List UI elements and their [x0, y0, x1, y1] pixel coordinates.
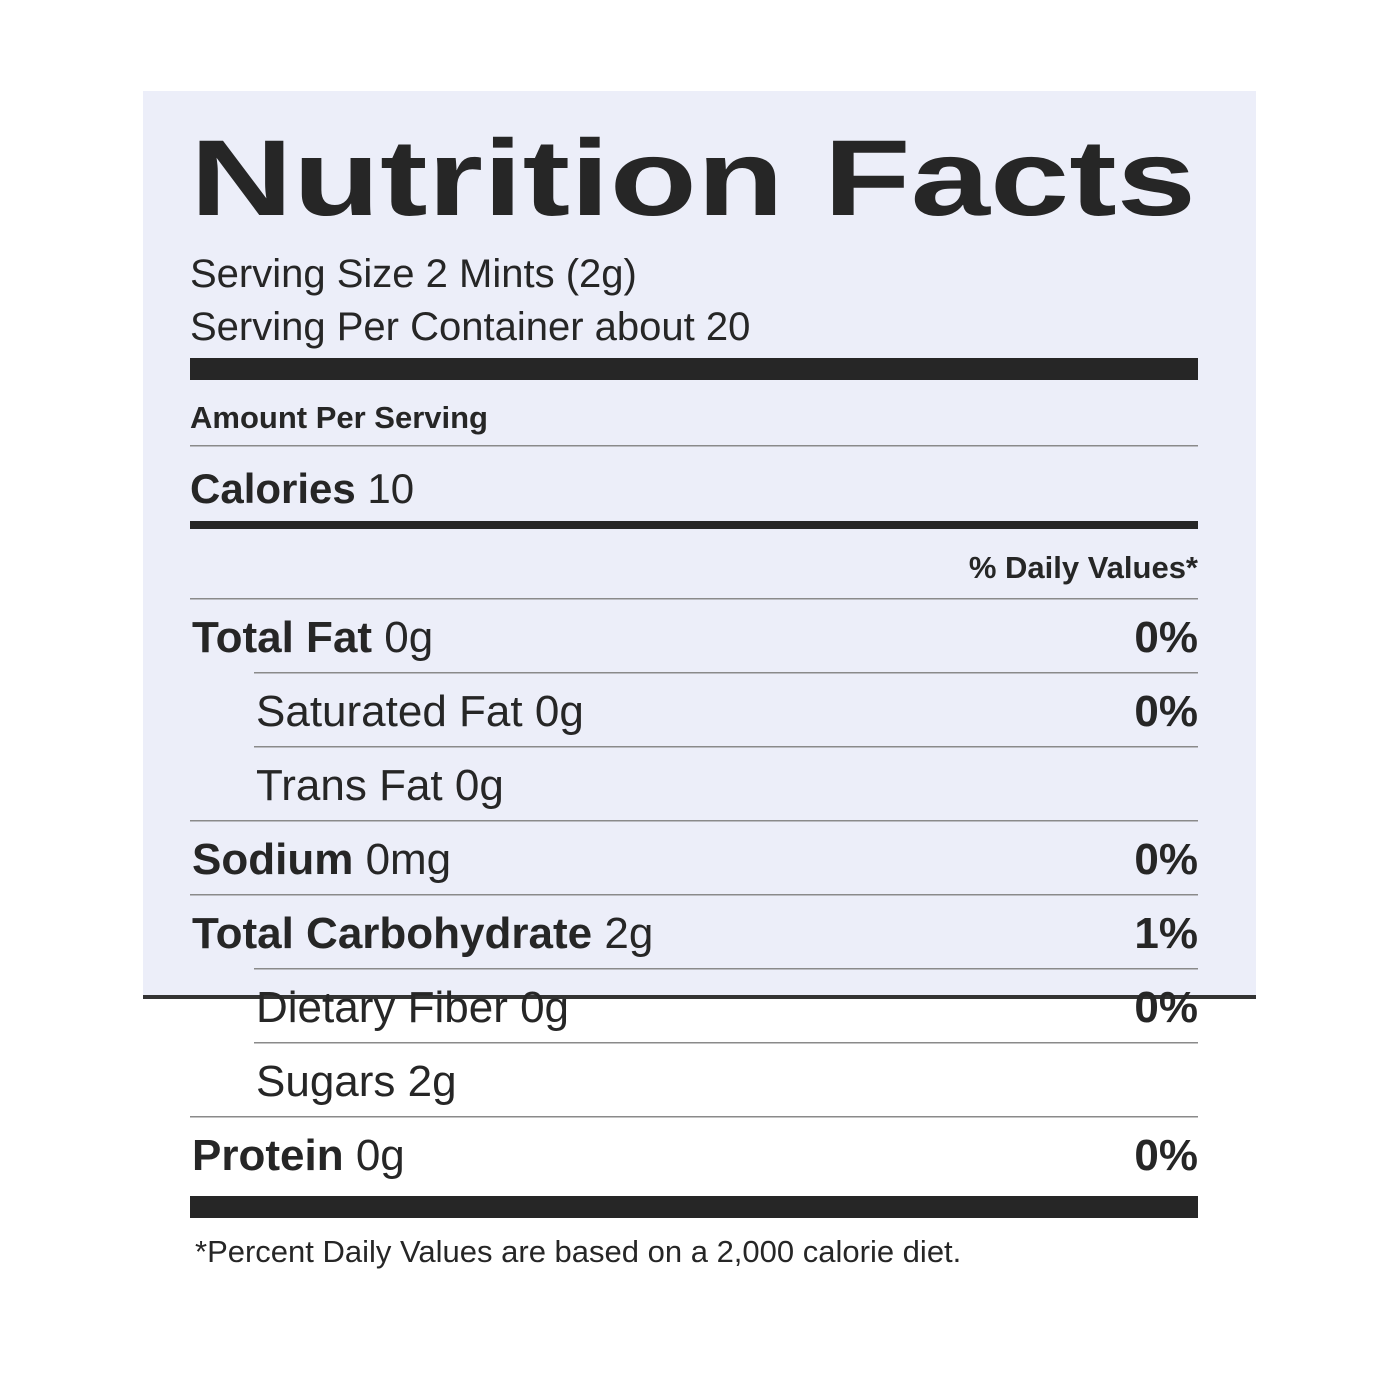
- nutrient-amount: 2g: [604, 909, 653, 958]
- daily-value: 0%: [1134, 1131, 1198, 1180]
- daily-value: 0%: [1134, 835, 1198, 884]
- daily-value: 1%: [1134, 909, 1198, 958]
- nutrient-amount: 0g: [384, 613, 433, 662]
- nutrient-name: Sugars: [256, 1057, 395, 1106]
- footnote: *Percent Daily Values are based on a 2,0…: [195, 1234, 961, 1269]
- nutrient-amount: 0g: [535, 687, 584, 736]
- thin-rule: [190, 1116, 1198, 1118]
- nutrient-row: Total Carbohydrate 2g: [192, 909, 653, 958]
- nutrient-name: Trans Fat: [256, 761, 443, 810]
- nutrient-row: Total Fat 0g: [192, 613, 433, 662]
- title: Nutrition Facts: [190, 117, 1196, 238]
- serving-size: Serving Size 2 Mints (2g): [190, 252, 637, 296]
- daily-value: 0%: [1134, 613, 1198, 662]
- thick-rule: [190, 1196, 1198, 1218]
- nutrient-row: Dietary Fiber 0g: [256, 983, 569, 1032]
- thin-rule: [254, 672, 1198, 674]
- thin-rule: [254, 746, 1198, 748]
- nutrient-name: Protein: [192, 1131, 344, 1180]
- nutrient-name: Dietary Fiber: [256, 983, 508, 1032]
- nutrient-amount: 0g: [520, 983, 569, 1032]
- nutrient-amount: 2g: [408, 1057, 457, 1106]
- nutrient-name: Saturated Fat: [256, 687, 523, 736]
- calories-row: Calories 10: [190, 465, 414, 512]
- thick-rule: [190, 358, 1198, 380]
- thin-rule: [254, 968, 1198, 970]
- nutrient-name: Total Fat: [192, 613, 372, 662]
- thin-rule: [254, 1042, 1198, 1044]
- nutrient-row: Saturated Fat 0g: [256, 687, 584, 736]
- daily-values-header: % Daily Values*: [969, 550, 1199, 585]
- thin-rule: [190, 820, 1198, 822]
- nutrient-row: Protein 0g: [192, 1131, 405, 1180]
- nutrient-row: Sodium 0mg: [192, 835, 451, 884]
- calories-value: 10: [367, 465, 414, 512]
- calories-label: Calories: [190, 465, 356, 512]
- thin-rule: [190, 598, 1198, 600]
- nutrient-row: Sugars 2g: [256, 1057, 457, 1106]
- amount-per-serving: Amount Per Serving: [190, 400, 488, 435]
- nutrient-amount: 0g: [455, 761, 504, 810]
- daily-value: 0%: [1134, 983, 1198, 1032]
- servings-per-container: Serving Per Container about 20: [190, 305, 750, 349]
- daily-value: 0%: [1134, 687, 1198, 736]
- thin-rule: [190, 445, 1198, 447]
- nutrient-amount: 0g: [356, 1131, 405, 1180]
- label-panel: [143, 91, 1256, 998]
- thin-rule: [190, 894, 1198, 896]
- nutrient-amount: 0mg: [366, 835, 452, 884]
- nutrient-name: Sodium: [192, 835, 353, 884]
- panel-edge: [143, 995, 1256, 999]
- medium-rule: [190, 521, 1198, 529]
- nutrient-row: Trans Fat 0g: [256, 761, 504, 810]
- nutrient-name: Total Carbohydrate: [192, 909, 592, 958]
